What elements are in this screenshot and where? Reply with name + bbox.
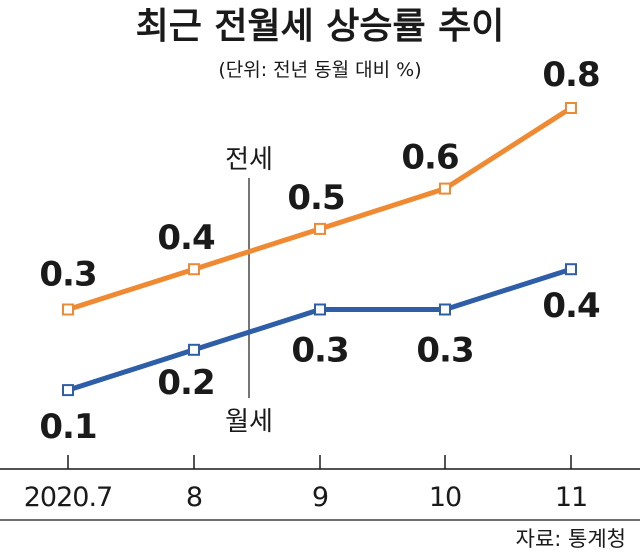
marker-wolse-0 bbox=[62, 384, 74, 397]
marker-jeonse-3 bbox=[439, 182, 451, 195]
x-tick-label-2: 9 bbox=[312, 482, 328, 513]
data-labels: 0.3 0.4 0.5 0.6 0.8 0.1 0.2 0.3 0.3 0.4 bbox=[39, 55, 601, 447]
marker-wolse-4 bbox=[565, 263, 577, 276]
x-axis: 2020.7 8 9 10 11 bbox=[0, 455, 640, 521]
marker-jeonse-2 bbox=[314, 222, 326, 235]
series-name-wolse: 월세 bbox=[225, 407, 273, 437]
data-label-jeonse-4: 0.8 bbox=[542, 55, 599, 95]
marker-jeonse-0 bbox=[62, 303, 74, 316]
series-name-jeonse: 전세 bbox=[225, 145, 273, 175]
data-label-wolse-2: 0.3 bbox=[291, 331, 348, 371]
marker-wolse-2 bbox=[314, 303, 326, 316]
marker-wolse-3 bbox=[439, 303, 451, 316]
data-label-jeonse-2: 0.5 bbox=[287, 178, 344, 218]
data-label-wolse-0: 0.1 bbox=[39, 407, 96, 447]
data-label-jeonse-1: 0.4 bbox=[157, 218, 215, 258]
source-note: 자료: 통계청 bbox=[516, 527, 626, 551]
marker-jeonse-1 bbox=[188, 263, 200, 276]
unit-note: (단위: 전년 동월 대비 %) bbox=[218, 59, 421, 81]
chart-title: 최근 전월세 상승률 추이 bbox=[136, 6, 505, 47]
x-tick-label-3: 10 bbox=[429, 482, 461, 513]
x-tick-label-4: 11 bbox=[555, 482, 587, 513]
marker-wolse-1 bbox=[188, 343, 200, 356]
data-label-wolse-4: 0.4 bbox=[542, 286, 600, 326]
series-markers bbox=[62, 102, 577, 397]
data-label-jeonse-0: 0.3 bbox=[39, 255, 96, 295]
data-label-wolse-3: 0.3 bbox=[416, 331, 473, 371]
x-tick-label-1: 8 bbox=[186, 482, 202, 513]
x-tick-label-0: 2020.7 bbox=[24, 482, 112, 513]
data-label-jeonse-3: 0.6 bbox=[401, 138, 458, 178]
x-ticks: 2020.7 8 9 10 11 bbox=[24, 455, 588, 513]
marker-jeonse-4 bbox=[565, 102, 577, 114]
data-label-wolse-1: 0.2 bbox=[157, 363, 214, 403]
